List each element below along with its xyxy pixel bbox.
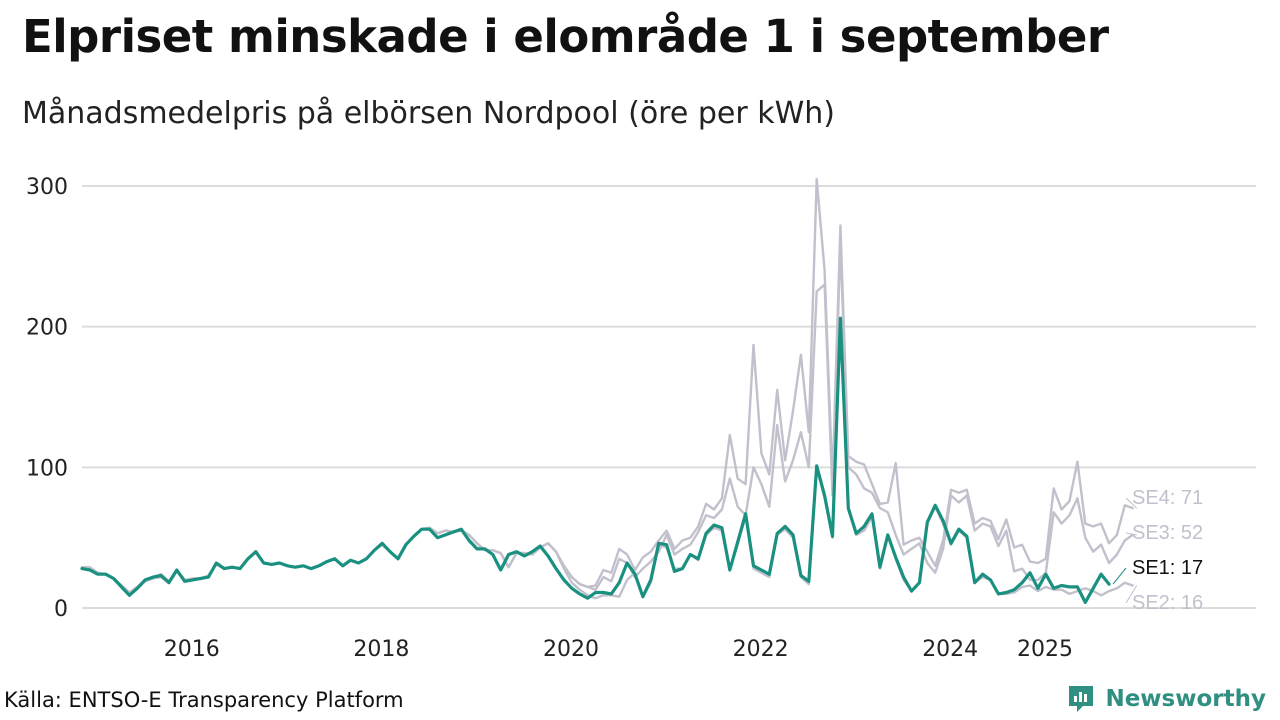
gridlines xyxy=(82,185,1256,609)
x-tick-label: 2018 xyxy=(353,637,409,662)
label-connector-se2 xyxy=(1125,585,1138,604)
chart-subtitle: Månadsmedelpris på elbörsen Nordpool (ör… xyxy=(22,96,835,131)
newsworthy-logo-icon xyxy=(1069,686,1094,712)
x-tick-label: 2020 xyxy=(543,637,599,662)
series-end-labels: SE4: 71 SE3: 52 SE2: 16 SE1: 17 xyxy=(1112,487,1203,614)
x-tick-label: 2016 xyxy=(164,637,220,662)
source-note: Källa: ENTSO-E Transparency Platform xyxy=(4,688,404,712)
label-connector-se1 xyxy=(1112,567,1127,585)
y-tick-label: 300 xyxy=(26,175,68,200)
y-tick-label: 200 xyxy=(26,316,68,341)
series-label-se4: SE4: 71 xyxy=(1132,487,1203,509)
y-axis-ticks: 0 100 200 300 xyxy=(26,175,68,622)
brand-name: Newsworthy xyxy=(1105,686,1266,712)
x-tick-label: 2025 xyxy=(1017,637,1073,662)
x-tick-label: 2024 xyxy=(922,637,978,662)
y-tick-label: 0 xyxy=(54,597,68,622)
series-label-se1: SE1: 17 xyxy=(1132,557,1203,579)
series-label-se2: SE2: 16 xyxy=(1132,592,1203,614)
label-connector-se3 xyxy=(1125,532,1137,536)
x-axis-ticks: 2016 2018 2020 2022 2024 2025 xyxy=(164,637,1073,662)
series-label-se3: SE3: 52 xyxy=(1132,522,1203,544)
series-line-se2 xyxy=(80,317,1134,600)
chart-title: Elpriset minskade i elområde 1 i septemb… xyxy=(22,10,1109,63)
series-lines xyxy=(80,177,1134,605)
series-line-se1 xyxy=(80,316,1111,605)
series-line-se3 xyxy=(80,241,1134,594)
y-tick-label: 100 xyxy=(26,456,68,481)
newsworthy-brand[interactable]: Newsworthy xyxy=(1067,684,1266,714)
x-tick-label: 2022 xyxy=(733,637,789,662)
label-connector-se4 xyxy=(1125,497,1138,509)
